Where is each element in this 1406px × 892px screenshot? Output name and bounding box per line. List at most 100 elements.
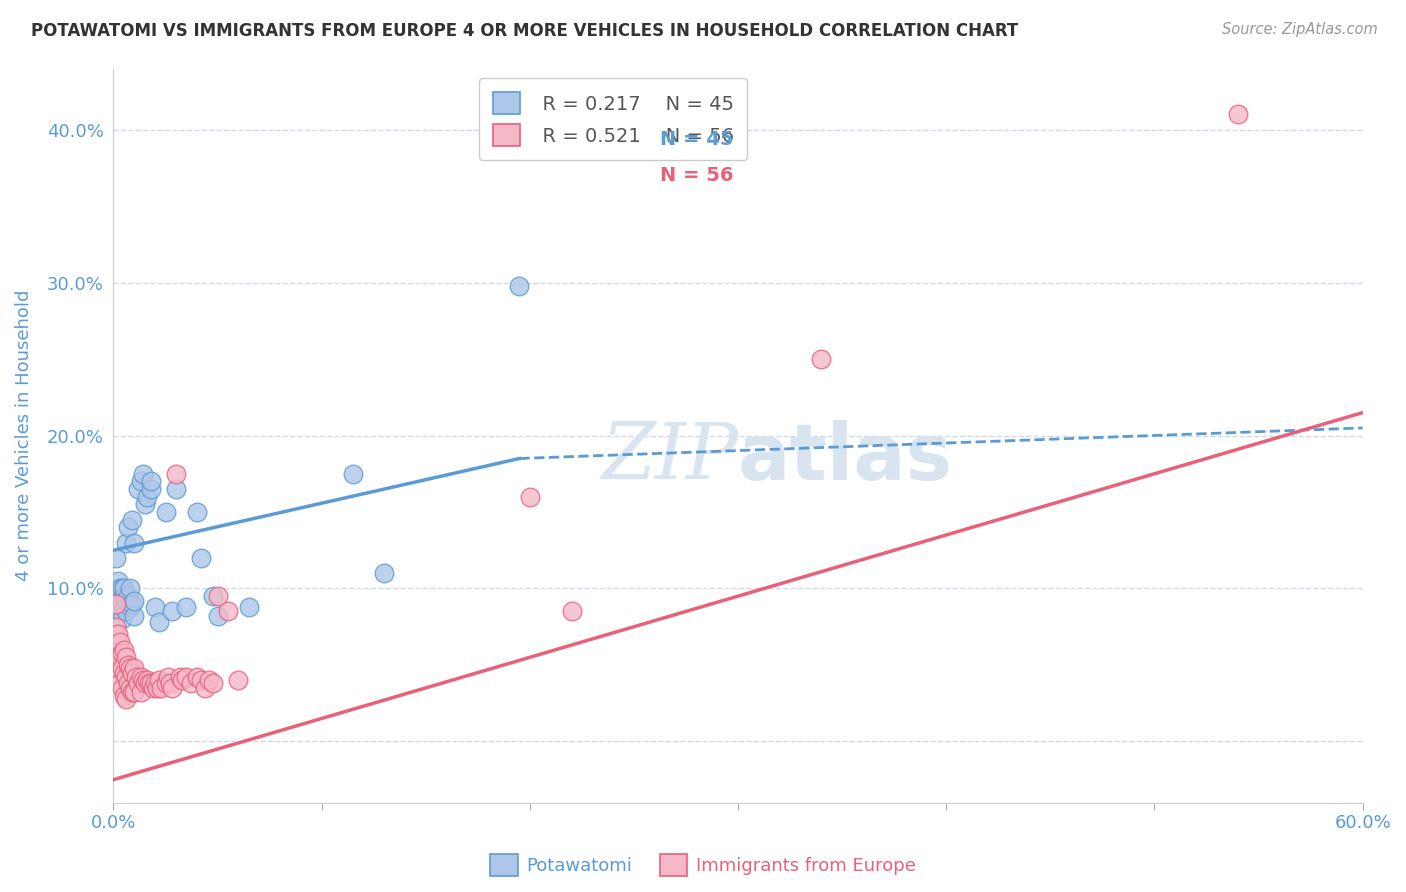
Point — [150, 681, 173, 695]
Point — [117, 589, 139, 603]
Y-axis label: 4 or more Vehicles in Household: 4 or more Vehicles in Household — [15, 290, 32, 582]
Point — [111, 597, 134, 611]
Point — [169, 670, 191, 684]
Point — [115, 535, 138, 549]
Point — [560, 604, 582, 618]
Point — [120, 582, 142, 596]
Point — [127, 676, 149, 690]
Point — [129, 475, 152, 489]
Text: Source: ZipAtlas.com: Source: ZipAtlas.com — [1222, 22, 1378, 37]
Point — [190, 550, 212, 565]
Point — [104, 642, 127, 657]
Point — [121, 597, 143, 611]
Point — [810, 352, 832, 367]
Point — [159, 676, 181, 690]
Point — [508, 278, 530, 293]
Legend: Potawatomi, Immigrants from Europe: Potawatomi, Immigrants from Europe — [484, 847, 922, 883]
Point — [186, 670, 208, 684]
Point — [107, 646, 129, 660]
Point — [198, 673, 221, 688]
Text: POTAWATOMI VS IMMIGRANTS FROM EUROPE 4 OR MORE VEHICLES IN HOUSEHOLD CORRELATION: POTAWATOMI VS IMMIGRANTS FROM EUROPE 4 O… — [31, 22, 1018, 40]
Point — [117, 657, 139, 672]
Point — [120, 681, 142, 695]
Point — [120, 661, 142, 675]
Legend:   R = 0.217    N = 45,   R = 0.521    N = 56: R = 0.217 N = 45, R = 0.521 N = 56 — [479, 78, 747, 160]
Point — [112, 589, 135, 603]
Point — [180, 676, 202, 690]
Point — [124, 535, 146, 549]
Point — [112, 689, 135, 703]
Point — [148, 615, 170, 629]
Point — [176, 670, 198, 684]
Point — [121, 665, 143, 680]
Point — [148, 673, 170, 688]
Point — [135, 490, 157, 504]
Point — [115, 650, 138, 665]
Point — [146, 681, 169, 695]
Point — [207, 609, 229, 624]
Point — [238, 599, 260, 614]
Point — [107, 589, 129, 603]
Point — [160, 604, 183, 618]
Point — [115, 604, 138, 618]
Point — [112, 599, 135, 614]
Point — [143, 676, 166, 690]
Point — [129, 670, 152, 684]
Point — [124, 661, 146, 675]
Point — [165, 467, 187, 481]
Point — [165, 482, 187, 496]
Point — [1226, 107, 1249, 121]
Point — [108, 589, 131, 603]
Point — [112, 642, 135, 657]
Point — [108, 635, 131, 649]
Point — [120, 599, 142, 614]
Point — [155, 505, 177, 519]
Point — [373, 566, 395, 581]
Point — [108, 676, 131, 690]
Point — [139, 676, 162, 690]
Point — [172, 673, 194, 688]
Point — [131, 673, 153, 688]
Point — [125, 670, 148, 684]
Point — [207, 589, 229, 603]
Point — [190, 673, 212, 688]
Point — [111, 612, 134, 626]
Point — [342, 467, 364, 481]
Point — [127, 482, 149, 496]
Point — [124, 593, 146, 607]
Text: atlas: atlas — [738, 419, 953, 496]
Text: N = 56: N = 56 — [659, 166, 734, 186]
Point — [129, 685, 152, 699]
Point — [104, 597, 127, 611]
Point — [121, 513, 143, 527]
Point — [108, 650, 131, 665]
Point — [156, 670, 179, 684]
Point — [111, 646, 134, 660]
Point — [124, 609, 146, 624]
Point — [217, 604, 239, 618]
Point — [111, 661, 134, 675]
Point — [139, 482, 162, 496]
Point — [143, 599, 166, 614]
Point — [228, 673, 250, 688]
Point — [104, 620, 127, 634]
Point — [108, 582, 131, 596]
Point — [111, 681, 134, 695]
Point — [117, 676, 139, 690]
Point — [104, 550, 127, 565]
Point — [134, 497, 156, 511]
Point — [176, 599, 198, 614]
Point — [115, 593, 138, 607]
Point — [107, 627, 129, 641]
Point — [135, 673, 157, 688]
Point — [112, 665, 135, 680]
Point — [202, 589, 225, 603]
Point — [111, 582, 134, 596]
Point — [160, 681, 183, 695]
Point — [194, 681, 217, 695]
Point — [124, 685, 146, 699]
Point — [155, 676, 177, 690]
Point — [142, 681, 165, 695]
Point — [134, 676, 156, 690]
Point — [115, 691, 138, 706]
